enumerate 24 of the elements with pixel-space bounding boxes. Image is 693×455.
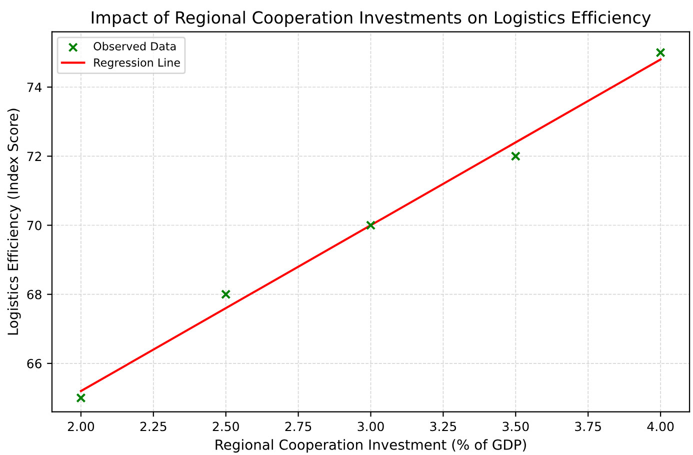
y-tick-label: 74 xyxy=(27,82,42,92)
x-tick-label: 2.25 xyxy=(140,422,166,432)
x-tick-label: 2.75 xyxy=(285,422,312,432)
x-tick-label: 3.50 xyxy=(502,422,529,432)
legend-label: Regression Line xyxy=(94,58,180,69)
point xyxy=(76,393,86,403)
x-tick-label: 3.75 xyxy=(575,422,601,432)
x-axis-title: Regional Cooperation Investment (% of GDP) xyxy=(216,439,526,453)
point xyxy=(510,151,521,162)
point xyxy=(221,289,231,300)
x-tick-label: 3.00 xyxy=(358,422,384,432)
y-tick-label: 66 xyxy=(27,358,42,368)
y-tick-label: 68 xyxy=(27,290,42,300)
y-axis-title: Logistics Efficiency (Index Score) xyxy=(7,108,21,335)
point xyxy=(366,220,376,230)
legend-label: Observed Data xyxy=(94,42,176,50)
y-tick-label: 70 xyxy=(27,220,42,230)
y-tick-label: 72 xyxy=(27,152,41,161)
point xyxy=(656,48,666,58)
x-tick-label: 3.25 xyxy=(430,422,456,432)
chart-title: Impact of Regional Cooperation Investments on Logistics Efficiency xyxy=(92,10,651,27)
x-tick-label: 2.50 xyxy=(212,422,239,432)
x-tick-label: 4.00 xyxy=(647,422,674,432)
x-tick-label: 2.00 xyxy=(68,422,94,432)
